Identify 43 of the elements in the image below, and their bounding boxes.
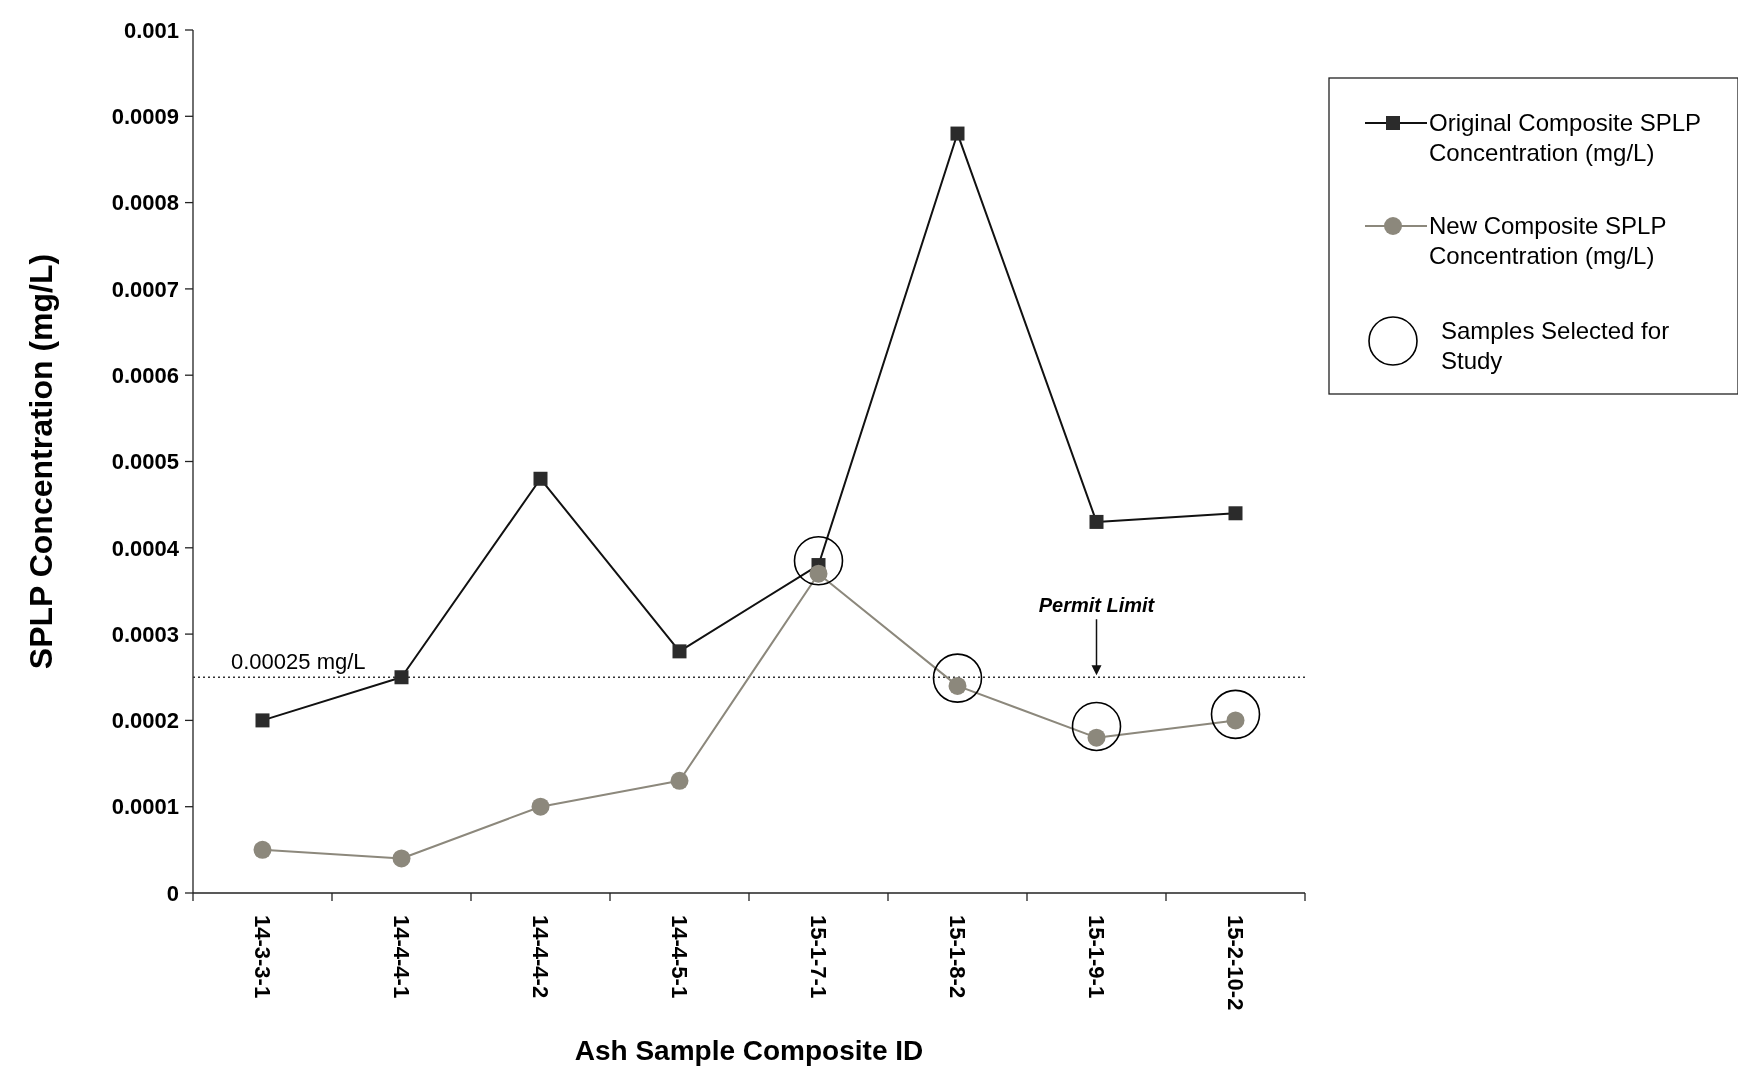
legend-label: New Composite SPLP Concentration (mg/L) xyxy=(1429,212,1667,270)
point xyxy=(1210,689,1261,740)
point xyxy=(793,535,844,586)
point xyxy=(392,849,411,868)
annotation: Permit Limit xyxy=(1038,594,1156,617)
legend-label: Original Composite SPLP Concentration (mg/L) xyxy=(1429,109,1702,167)
point xyxy=(932,653,983,703)
point xyxy=(1228,506,1243,521)
x-tick-label: 14-4-5-1 xyxy=(666,915,692,999)
x-tick-label: 14-4-4-1 xyxy=(388,915,414,999)
y-tick-label: 0.0009 xyxy=(111,104,179,129)
point xyxy=(950,126,965,141)
x-axis-title: Ash Sample Composite ID xyxy=(574,1035,924,1066)
y-tick-label: 0.0006 xyxy=(111,362,179,388)
point xyxy=(1089,514,1104,529)
point xyxy=(670,771,689,790)
y-tick-label: 0.0008 xyxy=(111,190,179,216)
point xyxy=(531,797,550,816)
y-tick-label: 0.0005 xyxy=(111,449,179,475)
point xyxy=(255,713,270,728)
y-tick-label: 0.001 xyxy=(123,17,179,43)
x-tick-label: 15-1-7-1 xyxy=(805,915,831,999)
ref-line-label: 0.00025 mg/L xyxy=(231,649,366,675)
legend-label: Samples Selected for Study xyxy=(1441,317,1670,375)
x-tick-label: 15-1-8-2 xyxy=(944,915,970,999)
x-tick-label: 14-3-3-1 xyxy=(249,915,275,999)
point xyxy=(1071,701,1122,752)
y-tick-label: 0 xyxy=(166,880,179,906)
x-tick-label: 15-1-9-1 xyxy=(1083,915,1109,999)
y-tick-label: 0.0001 xyxy=(111,794,179,820)
point xyxy=(809,564,828,583)
point xyxy=(394,670,409,685)
x-tick-label: 15-2-10-2 xyxy=(1222,915,1248,1011)
point xyxy=(672,644,687,659)
y-axis-title: SPLP Concentration (mg/L) xyxy=(23,253,59,670)
x-tick-label: 14-4-4-2 xyxy=(527,915,553,999)
point xyxy=(1087,728,1106,747)
y-tick-label: 0.0002 xyxy=(111,708,179,734)
y-tick-label: 0.0004 xyxy=(111,535,180,561)
y-tick-label: 0.0007 xyxy=(111,276,179,302)
y-tick-label: 0.0003 xyxy=(111,621,179,647)
point xyxy=(253,840,272,859)
point xyxy=(533,471,548,486)
